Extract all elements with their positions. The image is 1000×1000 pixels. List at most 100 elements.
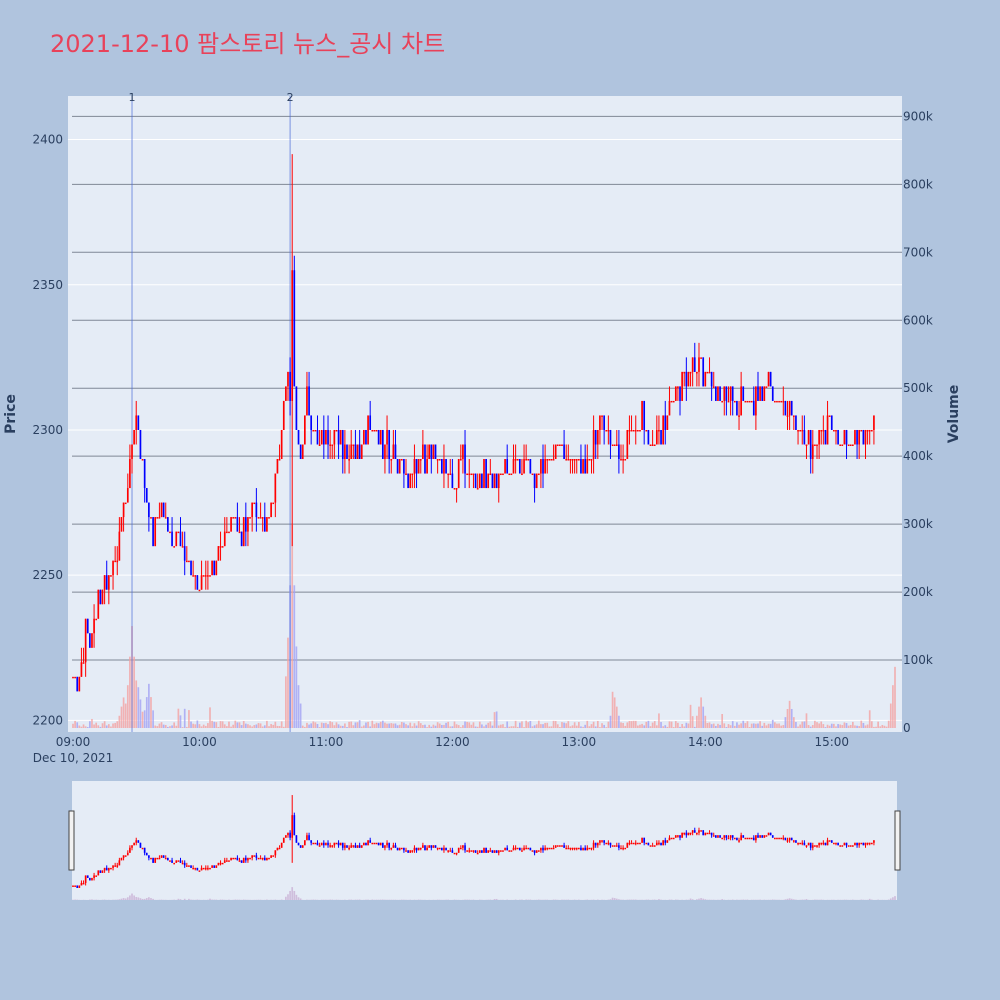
- mini-candle-body: [449, 850, 452, 852]
- candle-body: [767, 371, 770, 387]
- volume-bar: [807, 725, 810, 728]
- volume-bar: [504, 727, 506, 728]
- candle-body: [118, 531, 121, 561]
- mini-candle-body: [752, 837, 755, 841]
- volume-bar: [875, 726, 877, 728]
- mini-candle-body: [341, 842, 344, 848]
- candle-body: [687, 371, 690, 387]
- volume-bar: [318, 727, 321, 728]
- candle-body: [162, 502, 165, 518]
- mini-candle-body: [213, 865, 216, 868]
- volume-bar: [780, 725, 783, 728]
- volume-bar: [190, 721, 192, 728]
- candle-body: [719, 386, 721, 401]
- mini-volume-bar: [152, 898, 154, 900]
- candle-body: [870, 429, 873, 432]
- mini-candle-body: [674, 835, 677, 838]
- candle-body: [278, 459, 281, 461]
- mini-candle-body: [310, 840, 313, 843]
- mini-candle-body: [561, 845, 563, 847]
- candle-body: [599, 415, 601, 430]
- mini-candle-body: [76, 885, 79, 888]
- mini-candle-body: [129, 847, 131, 853]
- volume-bar: [769, 723, 772, 728]
- volume-bar: [742, 720, 745, 728]
- volume-bar: [301, 725, 304, 728]
- range-slider-left-handle[interactable]: [68, 810, 75, 871]
- volume-bar: [845, 722, 848, 728]
- volume-bar: [500, 724, 502, 728]
- volume-bar: [873, 726, 875, 728]
- volume-bar: [426, 727, 428, 728]
- volume-bar: [103, 721, 106, 728]
- mini-candle-body: [335, 842, 338, 845]
- time-tick-label: 10:00: [182, 735, 217, 749]
- mini-candle-body: [685, 832, 688, 836]
- mini-candle-body: [358, 845, 361, 848]
- mini-candle-body: [350, 845, 353, 848]
- range-slider[interactable]: [68, 781, 901, 900]
- mini-candle-body: [601, 840, 603, 842]
- candle-body: [841, 444, 844, 446]
- range-slider-track: [72, 781, 897, 900]
- news-marker-label: 2: [287, 91, 294, 104]
- volume-bar: [105, 725, 108, 728]
- mini-volume-bar: [287, 894, 289, 900]
- candle-body: [481, 473, 483, 489]
- range-slider-right-handle[interactable]: [894, 810, 901, 871]
- mini-candle-body: [240, 860, 243, 863]
- candle-body: [679, 386, 681, 401]
- mini-candle-body: [424, 845, 426, 851]
- volume-bar: [101, 723, 104, 728]
- volume-bar: [306, 722, 308, 728]
- candle-body: [145, 488, 148, 503]
- mini-candle-body: [445, 847, 447, 851]
- candle-body: [550, 459, 553, 461]
- candle-body: [491, 473, 494, 489]
- candle-body: [755, 386, 757, 416]
- candle-body: [154, 517, 157, 547]
- mini-volume-bar: [658, 899, 660, 900]
- mini-candle-body: [744, 837, 747, 840]
- candle-body: [518, 459, 521, 474]
- mini-candle-body: [259, 857, 262, 860]
- candle-body: [645, 429, 648, 432]
- candle-body: [386, 429, 388, 445]
- mini-volume-bar: [133, 895, 135, 900]
- mini-volume-bar: [137, 897, 140, 900]
- candle-body: [727, 400, 730, 403]
- mini-volume-bar: [131, 893, 133, 900]
- candle-body: [580, 459, 582, 474]
- candle-body: [78, 676, 81, 692]
- mini-candle-body: [649, 845, 652, 847]
- volume-bar: [809, 726, 812, 728]
- candle-body: [436, 459, 439, 461]
- mini-candle-body: [632, 842, 635, 845]
- candle-body: [729, 386, 732, 401]
- volume-bar: [849, 724, 852, 728]
- candle-body: [744, 400, 747, 403]
- mini-candle-body: [603, 840, 605, 843]
- candle-body: [135, 415, 138, 430]
- candle-body: [335, 429, 338, 432]
- candle-body: [594, 429, 597, 445]
- candle-body: [337, 429, 340, 445]
- candle-body: [828, 415, 831, 417]
- mini-candle-body: [746, 837, 749, 840]
- volume-bar: [548, 726, 551, 728]
- candle-body: [533, 473, 536, 489]
- volume-tick-label: 0: [903, 721, 911, 735]
- candle-body: [544, 459, 546, 474]
- mini-candle-body: [835, 842, 837, 845]
- volume-bar: [428, 724, 431, 728]
- candle-body: [742, 386, 745, 401]
- candle-body: [653, 444, 656, 446]
- mini-candle-body: [782, 837, 785, 840]
- candle-body: [417, 459, 420, 474]
- volume-bar: [409, 722, 412, 728]
- mini-candle-body: [183, 862, 186, 866]
- mini-candle-body: [101, 870, 104, 873]
- mini-candle-body: [131, 845, 133, 848]
- volume-bar: [495, 711, 498, 728]
- volume-bar: [571, 725, 574, 728]
